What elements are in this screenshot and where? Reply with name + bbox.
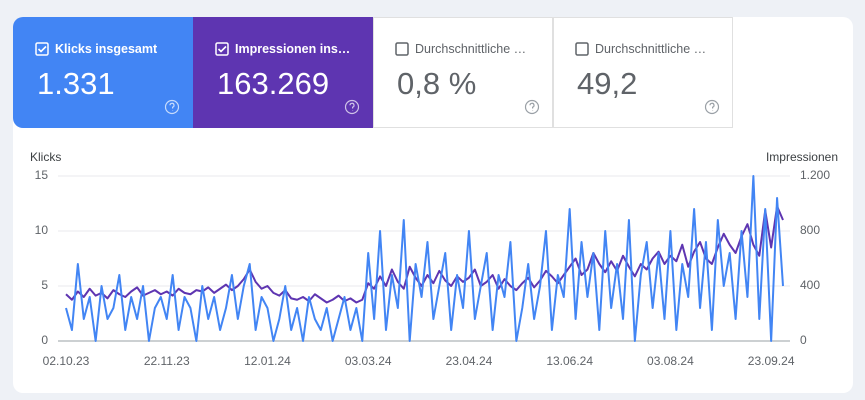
checkbox[interactable]: [395, 42, 409, 56]
y-tick-label: 5: [41, 278, 48, 292]
help-icon-mark: [529, 102, 535, 111]
checkbox[interactable]: [575, 42, 589, 56]
x-tick-label: 22.11.23: [144, 354, 190, 368]
metric-tile[interactable]: [23, 17, 193, 128]
metric-value: 0,8 %: [397, 66, 476, 101]
help-icon-mark: [169, 102, 175, 111]
help-icon-mark: [709, 102, 715, 111]
metric-tile[interactable]: [553, 17, 733, 128]
series-line: [65, 175, 784, 342]
metric-label: Impressionen ins…: [235, 42, 350, 56]
help-icon[interactable]: [704, 99, 720, 115]
x-tick-label: 13.06.24: [546, 354, 593, 368]
y2-tick-label: 1.200: [800, 168, 830, 182]
x-tick-label: 03.03.24: [345, 354, 392, 368]
x-tick-label: 03.08.24: [647, 354, 694, 368]
metric-value: 1.331: [37, 66, 115, 101]
metric-label: Durchschnittliche …: [415, 42, 526, 56]
help-icon[interactable]: [524, 99, 540, 115]
metric-tile[interactable]: [373, 17, 553, 128]
y-axis-title: Klicks: [30, 150, 61, 164]
checkbox[interactable]: [215, 42, 229, 56]
metric-label: Klicks insgesamt: [55, 42, 158, 56]
y2-tick-label: 400: [800, 278, 820, 292]
x-tick-label: 23.09.24: [748, 354, 795, 368]
x-tick-label: 23.04.24: [446, 354, 493, 368]
y-tick-label: 15: [35, 168, 49, 182]
metric-label: Durchschnittliche …: [595, 42, 706, 56]
help-icon[interactable]: [164, 99, 180, 115]
y2-tick-label: 0: [800, 333, 807, 347]
help-icon[interactable]: [344, 99, 360, 115]
y2-tick-label: 800: [800, 223, 820, 237]
metric-value: 49,2: [577, 66, 637, 101]
help-icon-mark: [349, 102, 355, 111]
y-tick-label: 10: [35, 223, 49, 237]
y2-axis-title: Impressionen: [766, 150, 838, 164]
series-line: [65, 205, 784, 304]
checkmark: [37, 45, 47, 53]
x-tick-label: 12.01.24: [244, 354, 291, 368]
metric-value: 163.269: [217, 66, 329, 101]
x-tick-label: 02.10.23: [43, 354, 90, 368]
y-tick-label: 0: [41, 333, 48, 347]
metric-tile[interactable]: [193, 17, 373, 128]
checkbox[interactable]: [35, 42, 49, 56]
checkmark: [217, 45, 227, 53]
